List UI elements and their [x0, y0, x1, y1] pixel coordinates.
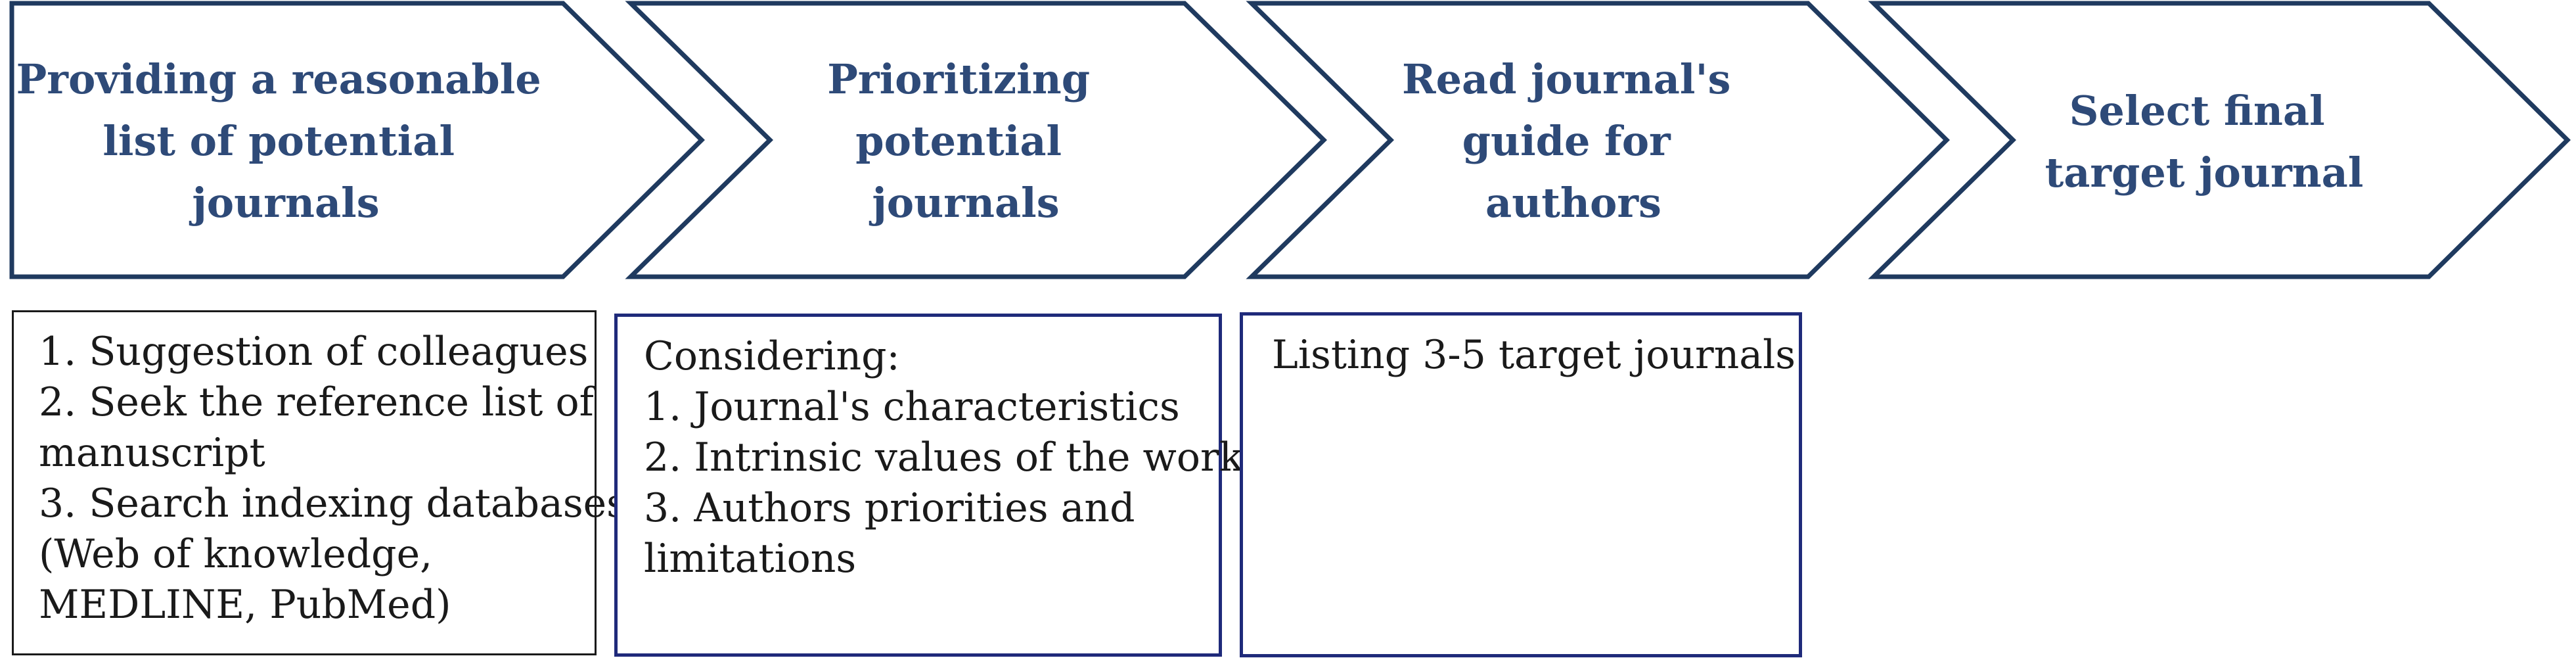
detail-2-line-4: 3. Authors priorities and [644, 485, 1135, 531]
step-4-title-line-1: Select final [2069, 87, 2325, 135]
detail-1-line-1: 1. Suggestion of colleagues [39, 329, 589, 375]
detail-2-line-1: Considering: [644, 333, 900, 379]
step-1-arrow-shape [9, 1, 705, 279]
detail-1-line-3: manuscript [39, 430, 265, 476]
step-3-title-line-1: Read journal's [1402, 55, 1730, 103]
step-4-arrow-shape [1868, 1, 2571, 279]
step-3-arrow: Read journal's guide for authors [1246, 1, 1950, 279]
step-3-detail-box: Listing 3-5 target journals [1240, 312, 1802, 657]
step-1-title: Providing a reasonable list of potential… [16, 55, 556, 227]
detail-2-line-3: 2. Intrinsic values of the work [644, 435, 1244, 481]
step-3-arrow-shape [1246, 1, 1950, 279]
detail-1-line-5: (Web of knowledge, [39, 531, 433, 577]
step-2-arrow-shape [625, 1, 1327, 279]
step-2-arrow: Prioritizing potential journals [625, 1, 1327, 279]
detail-1-line-2: 2. Seek the reference list of [39, 379, 594, 425]
step-2-detail-box: Considering: 1. Journal's characteristic… [614, 314, 1244, 657]
step-3-title-line-3: authors [1485, 179, 1661, 227]
step-4-title: Select final target journal [2045, 87, 2364, 197]
step-2-title-line-2: potential [855, 117, 1062, 165]
step-2-title-line-3: journals [869, 179, 1059, 227]
step-1-arrow: Providing a reasonable list of potential… [9, 1, 705, 279]
detail-2-line-5: limitations [644, 536, 857, 582]
detail-1-line-6: MEDLINE, PubMed) [39, 582, 451, 628]
step-1-title-line-1: Providing a reasonable [16, 55, 541, 103]
step-3-title: Read journal's guide for authors [1402, 55, 1745, 227]
step-1-title-line-3: journals [189, 179, 379, 227]
detail-3-line-1: Listing 3-5 target journals [1272, 332, 1796, 378]
step-1-title-line-2: list of potential [102, 117, 455, 165]
detail-2-line-2: 1. Journal's characteristics [644, 384, 1180, 430]
detail-1-line-4: 3. Search indexing databases [39, 481, 627, 527]
step-4-title-line-2: target journal [2045, 149, 2364, 197]
step-2-title: Prioritizing potential journals [827, 55, 1104, 227]
step-3-title-line-2: guide for [1462, 117, 1671, 165]
step-2-title-line-1: Prioritizing [827, 55, 1090, 103]
step-1-detail-box: 1. Suggestion of colleagues 2. Seek the … [12, 310, 627, 655]
step-4-arrow: Select final target journal [1868, 1, 2571, 279]
